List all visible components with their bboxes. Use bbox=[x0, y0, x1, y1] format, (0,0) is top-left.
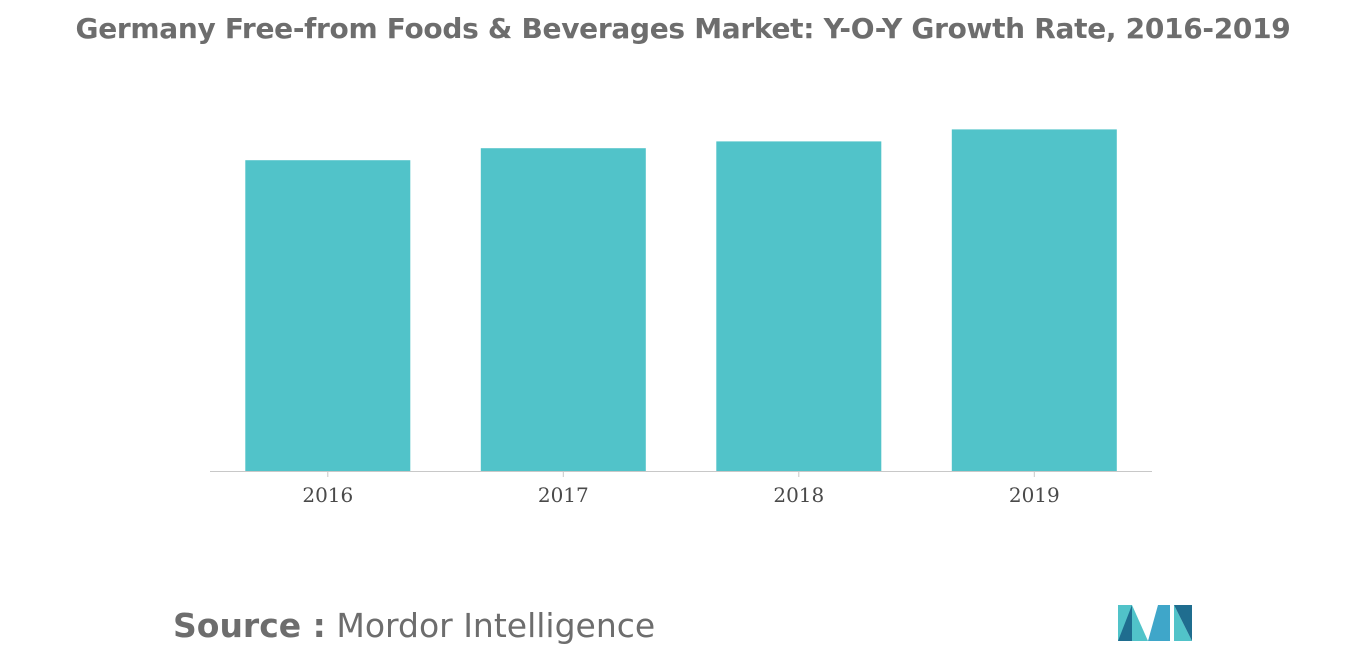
source-value: Mordor Intelligence bbox=[336, 606, 656, 645]
source-label: Source : bbox=[173, 606, 326, 645]
x-tick-label-2018: 2018 bbox=[773, 483, 824, 507]
bar-2019 bbox=[951, 129, 1117, 471]
logo-shape-center bbox=[1148, 605, 1170, 641]
x-tick-label-2016: 2016 bbox=[302, 483, 353, 507]
bars-layer bbox=[245, 129, 1117, 471]
bar-2018 bbox=[716, 141, 882, 471]
source-line: Source : Mordor Intelligence bbox=[173, 606, 655, 645]
x-tick-label-2017: 2017 bbox=[538, 483, 589, 507]
logo-shape-right-dark bbox=[1174, 605, 1192, 641]
x-axis-ticks: 2016 2017 2018 2019 bbox=[302, 471, 1060, 507]
chart-title: Germany Free-from Foods & Beverages Mark… bbox=[75, 12, 1291, 45]
bar-2017 bbox=[480, 148, 646, 471]
mordor-intelligence-logo-icon bbox=[1118, 605, 1192, 641]
bar-chart: 2016 2017 2018 2019 bbox=[210, 129, 1152, 507]
bar-2016 bbox=[245, 160, 411, 471]
logo-shape-mid-dark bbox=[1118, 605, 1132, 641]
x-tick-label-2019: 2019 bbox=[1009, 483, 1060, 507]
